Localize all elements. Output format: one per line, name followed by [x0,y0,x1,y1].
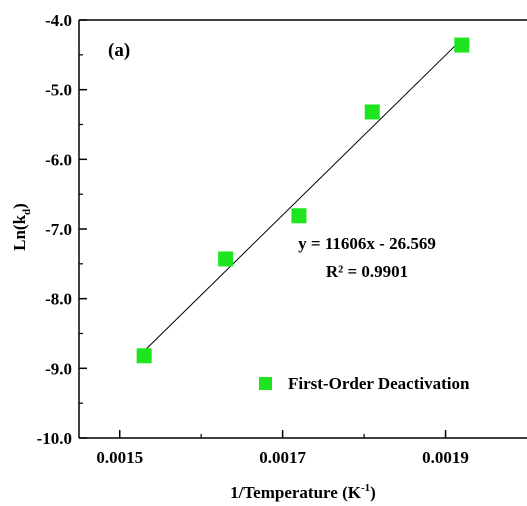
data-point [364,104,380,120]
data-point [291,208,307,224]
trendline-group [143,38,463,352]
x-axis-title-main: 1/Temperature (K [230,483,362,502]
trendline [143,38,463,352]
x-tick-label: 0.0017 [259,448,306,467]
y-tick-label: -6.0 [45,150,72,169]
legend: First-Order Deactivation [259,374,470,393]
data-point [218,251,234,267]
y-tick-label: -7.0 [45,220,72,239]
y-tick-label: -9.0 [45,359,72,378]
legend-label: First-Order Deactivation [288,374,470,393]
x-axis-title-tail: ) [370,483,376,502]
y-tick-label: -4.0 [45,11,72,30]
y-tick-label: -8.0 [45,290,72,309]
trendline-equation: y = 11606x - 26.569 [298,234,436,253]
data-point [454,37,470,53]
x-axis-title: 1/Temperature (K-1) [230,482,376,502]
y-tick-label: -5.0 [45,81,72,100]
y-axis-title-tail: ) [10,203,29,209]
legend-marker [259,377,272,390]
axes: -4.0 -5.0 -6.0 -7.0 -8.0 -9.0 -10.0 0.0015 0.001… [37,11,527,467]
x-axis-title-sup: -1 [361,482,370,494]
y-tick-label: -10.0 [37,429,72,448]
data-point [136,348,152,364]
panel-label: (a) [108,40,130,61]
y-axis-title: Ln(kd) [10,203,33,251]
x-tick-label: 0.0019 [422,448,469,467]
trendline-r-squared: R² = 0.9901 [326,262,408,281]
y-axis-title-main: Ln(k [10,214,29,250]
data-points [136,37,470,364]
x-tick-label: 0.0015 [96,448,143,467]
y-axis-title-sub: d [21,209,33,215]
